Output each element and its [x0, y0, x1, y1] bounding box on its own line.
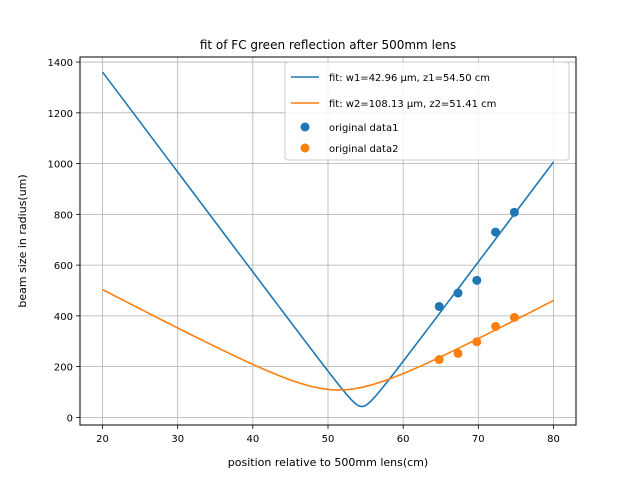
x-tick-label: 40	[246, 434, 259, 445]
data-point	[453, 348, 463, 358]
data-point	[434, 355, 444, 365]
legend-label-data2: original data2	[329, 144, 398, 155]
legend-marker-data2	[300, 143, 310, 153]
y-tick-label: 0	[67, 413, 73, 424]
x-axis-label: position relative to 500mm lens(cm)	[228, 456, 428, 469]
data-point	[509, 312, 519, 322]
y-axis-label: beam size in radius(um)	[16, 174, 29, 307]
x-tick-label: 80	[547, 434, 560, 445]
legend-label-fit1: fit: w1=42.96 μm, z1=54.50 cm	[329, 73, 490, 84]
legend-label-data1: original data1	[329, 123, 398, 134]
x-tick-label: 30	[171, 434, 184, 445]
data-point	[491, 322, 501, 332]
data-point	[434, 301, 444, 311]
y-tick-label: 200	[54, 363, 73, 374]
x-tick-label: 70	[472, 434, 485, 445]
legend-marker-data1	[300, 122, 310, 132]
x-tick-label: 60	[397, 434, 410, 445]
y-tick-label: 400	[54, 312, 73, 323]
legend: fit: w1=42.96 μm, z1=54.50 cm fit: w2=10…	[284, 61, 570, 161]
data-point	[491, 227, 501, 237]
y-tick-label: 1000	[48, 160, 73, 171]
y-tick-label: 600	[54, 261, 73, 272]
x-tick-label: 50	[322, 434, 335, 445]
x-tick-label: 20	[96, 434, 109, 445]
fit-curve-1	[101, 71, 555, 408]
y-tick-label: 1200	[48, 109, 73, 120]
data-point	[472, 337, 482, 347]
data-points	[434, 207, 519, 365]
y-tick-label: 800	[54, 210, 73, 221]
legend-box	[284, 61, 570, 161]
data-point	[472, 275, 482, 285]
data-point	[453, 288, 463, 298]
legend-label-fit2: fit: w2=108.13 μm, z2=51.41 cm	[329, 99, 496, 110]
y-tick-label: 1400	[48, 58, 73, 69]
chart-title: fit of FC green reflection after 500mm l…	[200, 38, 456, 52]
data-point	[509, 207, 519, 217]
